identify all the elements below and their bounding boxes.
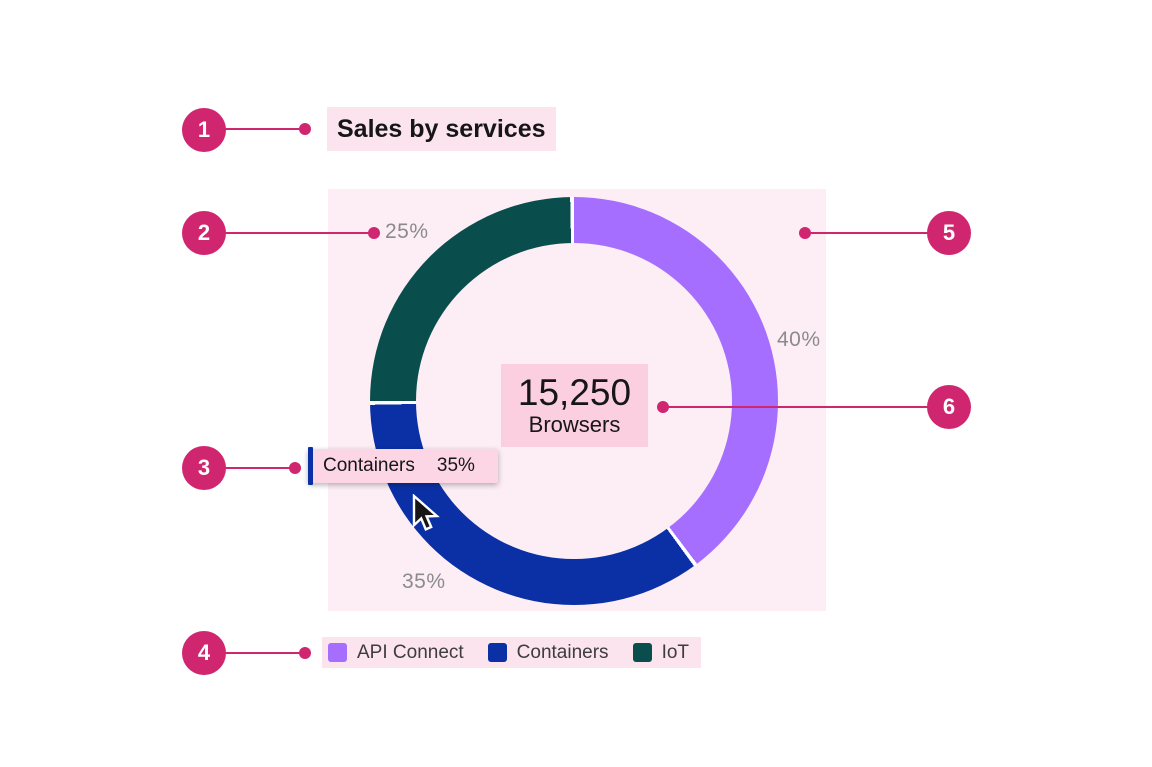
center-total-label: Browsers [528, 411, 621, 437]
annotation-dot-3 [289, 462, 301, 474]
annotation-dot-6 [657, 401, 669, 413]
annotation-line-2 [222, 232, 374, 234]
legend-item-iot[interactable]: IoT [632, 641, 690, 664]
annotation-number: 5 [942, 220, 956, 245]
annotation-line-6 [667, 406, 929, 408]
tooltip-value: 35% [436, 455, 475, 476]
segment-label-api-connect: 40% [777, 328, 821, 351]
segment-label-containers: 35% [402, 570, 446, 593]
legend-item-api-connect[interactable]: API Connect [328, 642, 464, 664]
tooltip-label: Containers [323, 455, 415, 476]
segment-label-iot: 25% [385, 220, 429, 243]
annotation-number: 2 [197, 220, 211, 245]
legend-label: Containers [516, 641, 609, 663]
legend: API Connect Containers IoT [322, 637, 702, 668]
chart-title: Sales by services [327, 107, 556, 151]
annotation-number: 1 [197, 117, 211, 142]
annotation-marker-3: 3 [182, 446, 226, 490]
mouse-cursor-icon [412, 494, 440, 531]
annotation-number: 4 [197, 640, 211, 665]
annotation-marker-5: 5 [927, 211, 971, 255]
chart-title-text: Sales by services [337, 114, 546, 143]
annotation-line-4 [222, 652, 305, 654]
annotation-line-3 [222, 467, 295, 469]
center-total-value: 15,250 [517, 371, 632, 413]
tooltip: Containers 35% [308, 447, 498, 485]
legend-label: API Connect [357, 641, 464, 663]
legend-swatch-api-connect [328, 643, 347, 662]
annotation-number: 3 [197, 455, 211, 480]
annotation-dot-4 [299, 647, 311, 659]
annotation-number: 6 [942, 394, 956, 419]
annotation-line-5 [809, 232, 929, 234]
legend-swatch-containers [487, 643, 507, 662]
legend-item-containers[interactable]: Containers [487, 641, 609, 664]
annotation-dot-2 [368, 227, 380, 239]
center-label: 15,250 Browsers [501, 364, 648, 447]
legend-swatch-iot [632, 643, 652, 662]
annotation-marker-2: 2 [182, 211, 226, 255]
annotation-dot-5 [799, 227, 811, 239]
tooltip-series-bar [308, 447, 313, 485]
legend-label: IoT [661, 641, 690, 663]
annotation-marker-1: 1 [182, 108, 226, 152]
annotation-dot-1 [299, 123, 311, 135]
annotation-marker-6: 6 [927, 385, 971, 429]
annotation-line-1 [222, 128, 305, 130]
annotation-marker-4: 4 [182, 631, 226, 675]
